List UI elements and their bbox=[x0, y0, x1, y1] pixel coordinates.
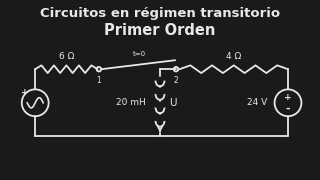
Text: 2: 2 bbox=[174, 76, 178, 85]
Text: +: + bbox=[284, 93, 292, 102]
Text: Primer Orden: Primer Orden bbox=[104, 23, 216, 38]
Text: -: - bbox=[286, 103, 290, 114]
Text: 4 Ω: 4 Ω bbox=[226, 52, 241, 61]
Text: 20 mH: 20 mH bbox=[116, 98, 146, 107]
Text: +: + bbox=[21, 88, 29, 97]
Text: 24 V: 24 V bbox=[247, 98, 267, 107]
Text: 6 Ω: 6 Ω bbox=[59, 52, 74, 61]
Text: t=0: t=0 bbox=[132, 51, 146, 57]
Text: 1: 1 bbox=[97, 76, 101, 85]
Text: Circuitos en régimen transitorio: Circuitos en régimen transitorio bbox=[40, 7, 280, 20]
Text: U: U bbox=[169, 98, 176, 108]
